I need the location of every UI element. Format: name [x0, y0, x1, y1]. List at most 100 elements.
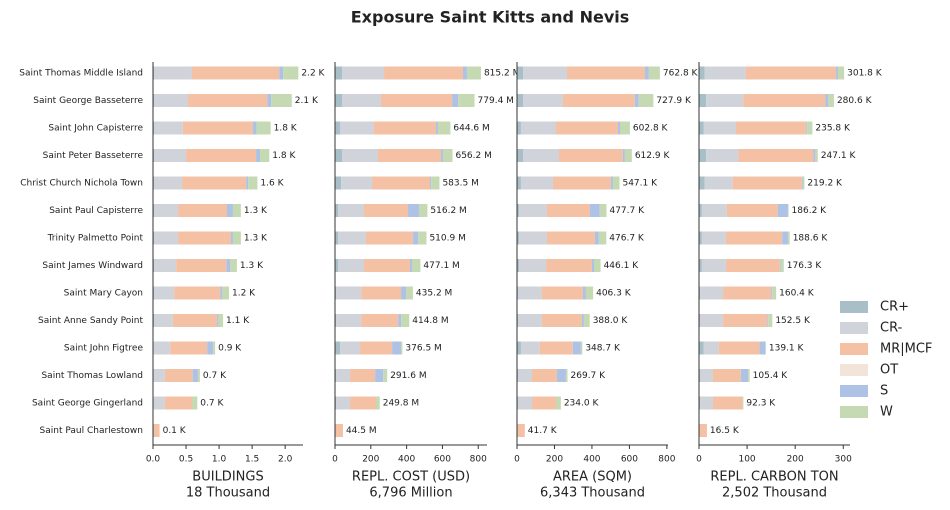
bar-segment — [182, 176, 247, 190]
bar-segment — [335, 176, 342, 190]
value-label: 188.6 K — [793, 234, 829, 244]
bar-segment — [153, 231, 155, 245]
x-tick-label: 400 — [398, 455, 415, 465]
value-label: 414.8 M — [412, 316, 448, 326]
bar-segment — [176, 259, 227, 272]
bar-segment — [437, 121, 451, 135]
bar-segment — [836, 66, 838, 80]
bar-segment — [335, 396, 337, 410]
bar-segment — [336, 314, 362, 327]
bar-segment — [743, 94, 826, 107]
bar-segment — [593, 259, 601, 272]
bar-segment — [828, 94, 834, 107]
category-label: Saint John Figtree — [64, 344, 144, 354]
bar-segment — [644, 66, 649, 80]
category-label: Saint Paul Capisterre — [49, 206, 143, 216]
value-label: 516.2 M — [430, 206, 466, 216]
x-axis-title: AREA (SQM) — [553, 470, 632, 485]
bar-segment — [350, 396, 376, 410]
bar-segment — [338, 204, 365, 217]
bar-segment — [335, 121, 341, 135]
bar-segment — [153, 286, 155, 300]
bar-segment — [217, 314, 219, 327]
bar-segment — [768, 314, 773, 327]
x-axis-title: REPL. COST (USD) — [352, 470, 470, 485]
bar-segment — [350, 369, 376, 382]
bar-segment — [335, 369, 337, 382]
bar-segment — [153, 369, 165, 382]
bar-segment — [825, 94, 829, 107]
bar-segment — [153, 176, 155, 190]
category-label: Christ Church Nichola Town — [20, 179, 143, 189]
bar-segment — [178, 204, 228, 217]
bar-segment — [648, 66, 660, 80]
bar-segment — [401, 341, 403, 355]
x-axis-total: 6,796 Million — [369, 486, 452, 501]
bar-segment — [594, 231, 599, 245]
bar-segment — [634, 94, 639, 107]
bar-segment — [442, 149, 453, 162]
bar-segment — [398, 314, 402, 327]
bar-segment — [279, 66, 284, 80]
bar-segment — [375, 369, 384, 382]
x-tick-label: 0 — [696, 455, 702, 465]
bar-segment — [408, 204, 419, 217]
bar-segment — [182, 121, 253, 135]
value-label: 376.5 M — [405, 344, 441, 354]
bar-segment — [340, 121, 375, 135]
bar-segment — [271, 94, 292, 107]
bar-segment — [740, 369, 749, 382]
bar-segment — [230, 231, 233, 245]
bar-segment — [699, 286, 724, 300]
bar-segment — [172, 314, 218, 327]
bar-segment — [154, 66, 192, 80]
bar-segment — [699, 204, 702, 217]
bar-segment — [335, 94, 342, 107]
bar-segment — [517, 396, 532, 410]
value-label: 435.2 M — [416, 289, 452, 299]
bar-segment — [452, 94, 459, 107]
bar-segment — [531, 396, 556, 410]
bar-segment — [335, 66, 342, 80]
bar-segment — [153, 396, 165, 410]
bar-segment — [341, 149, 378, 162]
bar-segment — [765, 341, 766, 355]
bar-segment — [154, 149, 187, 162]
bar-segment — [699, 369, 713, 382]
bar-segment — [248, 176, 258, 190]
bar-segment — [341, 94, 382, 107]
category-label: Trinity Palmetto Point — [47, 234, 144, 244]
value-label: 348.7 K — [585, 344, 621, 354]
bar-segment — [384, 66, 464, 80]
x-tick-label: 0 — [514, 455, 520, 465]
bar-segment — [364, 259, 411, 272]
bar-segment — [153, 259, 155, 272]
value-label: 446.1 K — [604, 261, 640, 271]
x-tick-label: 200 — [546, 455, 563, 465]
value-label: 1.6 K — [260, 179, 284, 189]
bar-segment — [256, 149, 261, 162]
bar-segment — [336, 286, 362, 300]
bar-segment — [153, 66, 155, 80]
bar-segment — [520, 341, 540, 355]
bar-segment — [335, 231, 339, 245]
bar-segment — [718, 341, 760, 355]
value-label: 235.8 K — [815, 124, 851, 134]
x-tick-label: 100 — [738, 455, 755, 465]
value-label: 612.9 K — [635, 151, 671, 161]
bar-segment — [699, 94, 707, 107]
bar-segment — [558, 149, 623, 162]
bar-segment — [599, 204, 607, 217]
bar-segment — [580, 341, 583, 355]
category-label: Saint George Basseterre — [33, 96, 143, 106]
bar-segment — [164, 396, 192, 410]
value-label: 152.5 K — [775, 316, 811, 326]
value-label: 1.3 K — [244, 206, 268, 216]
bar-segment — [178, 231, 231, 245]
bar-segment — [517, 286, 542, 300]
x-axis-total: 2,502 Thousand — [722, 486, 827, 501]
value-label: 247.1 K — [821, 151, 857, 161]
value-label: 1.2 K — [232, 289, 256, 299]
bar-segment — [806, 121, 808, 135]
bar-segment — [777, 204, 788, 217]
